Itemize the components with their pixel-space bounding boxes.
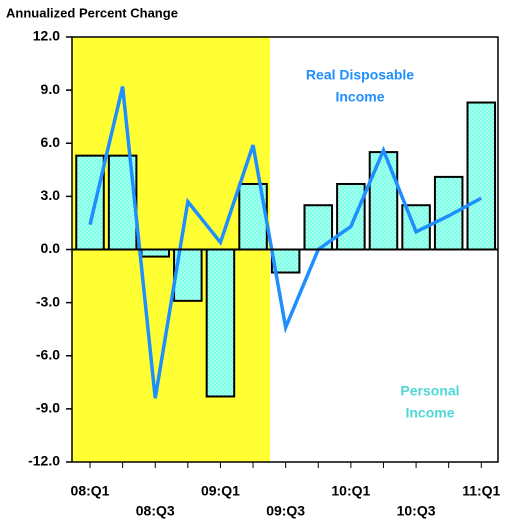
y-tick-label: -3.0 <box>36 293 60 309</box>
y-tick-label: -12.0 <box>28 453 60 469</box>
bar <box>140 248 170 258</box>
bar <box>336 182 366 251</box>
y-tick-label: -6.0 <box>36 346 60 362</box>
x-tick-label: 08:Q3 <box>136 503 175 519</box>
bar <box>433 175 464 251</box>
x-tick-label: 09:Q3 <box>266 503 305 519</box>
bar <box>466 101 497 251</box>
bar <box>368 151 399 251</box>
x-tick-label: 10:Q3 <box>397 503 436 519</box>
y-tick-label: 0.0 <box>41 240 61 256</box>
annotation: Personal <box>400 383 459 399</box>
y-tick-label: 3.0 <box>41 187 61 203</box>
y-tick-label: 12.0 <box>33 28 60 44</box>
plot-frame <box>71 36 499 463</box>
line <box>88 86 483 399</box>
x-tick-label: 11:Q1 <box>462 483 500 499</box>
annotation: Income <box>405 405 454 421</box>
y-tick-label: 9.0 <box>41 81 61 97</box>
y-tick-label: 6.0 <box>41 134 61 150</box>
y-tick-label: -9.0 <box>36 400 60 416</box>
x-tick-label: 09:Q1 <box>201 483 240 499</box>
annotation: Real Disposable <box>306 67 414 83</box>
bar <box>205 248 236 398</box>
bar <box>75 154 105 251</box>
chart-title: Annualized Percent Change <box>6 5 178 20</box>
annotation: Income <box>335 89 384 105</box>
x-tick-label: 08:Q1 <box>71 483 110 499</box>
x-tick-label: 10:Q1 <box>331 483 370 499</box>
